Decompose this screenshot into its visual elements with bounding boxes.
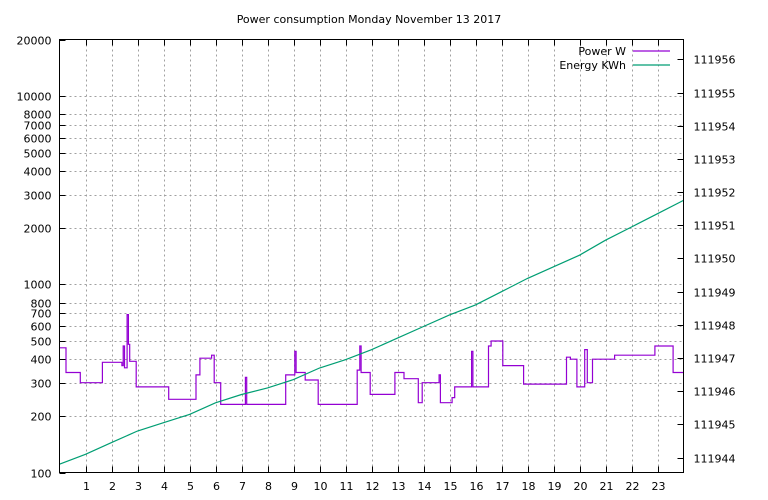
x-tick-label: 21 <box>600 480 614 493</box>
plot-frame <box>59 39 684 473</box>
series-layer <box>59 199 684 465</box>
y-left-tick-label: 300 <box>31 378 52 391</box>
grid-lines <box>59 39 684 473</box>
x-tick-label: 12 <box>366 480 380 493</box>
x-tick-label: 11 <box>340 480 354 493</box>
y-left-tick-label: 2000 <box>24 223 52 236</box>
y-right-tick-label: 111945 <box>694 419 736 432</box>
y-right-tick-label: 111947 <box>694 353 736 366</box>
y-right-tick-label: 111956 <box>694 54 736 67</box>
y-right-tick-label: 111952 <box>694 187 736 200</box>
y-left-tick-label: 8000 <box>24 109 52 122</box>
y-right-tick-label: 111955 <box>694 88 736 101</box>
y-left-tick-label: 800 <box>31 298 52 311</box>
x-tick-label: 8 <box>265 480 272 493</box>
x-tick-label: 1 <box>83 480 90 493</box>
x-tick-label: 20 <box>574 480 588 493</box>
x-tick-label: 6 <box>213 480 220 493</box>
x-tick-label: 15 <box>444 480 458 493</box>
y-right-tick-label: 111954 <box>694 121 736 134</box>
y-left-tick-label: 600 <box>31 321 52 334</box>
x-tick-label: 5 <box>187 480 194 493</box>
y-left-tick-label: 4000 <box>24 166 52 179</box>
axis-ticks: 1 2 3 4 5 6 7 8 9 10 11 12 13 14 15 16 17 18 19 20 21 22 23100… <box>17 35 736 494</box>
x-tick-label: 2 <box>109 480 116 493</box>
legend-label-energy-kwh: Energy KWh <box>559 59 626 72</box>
x-tick-label: 16 <box>470 480 484 493</box>
x-tick-label: 23 <box>652 480 666 493</box>
y-right-tick-label: 111946 <box>694 386 736 399</box>
y-right-tick-label: 111944 <box>694 453 736 466</box>
y-left-tick-label: 100 <box>31 468 52 481</box>
x-tick-label: 4 <box>161 480 168 493</box>
x-tick-label: 18 <box>522 480 536 493</box>
x-tick-label: 17 <box>496 480 510 493</box>
y-right-tick-label: 111951 <box>694 220 736 233</box>
y-right-tick-label: 111948 <box>694 320 736 333</box>
y-right-tick-label: 111953 <box>694 154 736 167</box>
y-left-tick-label: 3000 <box>24 190 52 203</box>
x-tick-label: 3 <box>135 480 142 493</box>
y-left-tick-label: 5000 <box>24 148 52 161</box>
x-tick-label: 22 <box>626 480 640 493</box>
y-left-tick-label: 6000 <box>24 133 52 146</box>
y-left-tick-label: 500 <box>31 336 52 349</box>
x-tick-label: 7 <box>239 480 246 493</box>
y-left-tick-label: 400 <box>31 354 52 367</box>
y-left-tick-label: 700 <box>31 308 52 321</box>
x-tick-label: 19 <box>548 480 562 493</box>
y-left-tick-label: 10000 <box>17 91 52 104</box>
x-tick-label: 13 <box>392 480 406 493</box>
y-right-tick-label: 111949 <box>694 287 736 300</box>
x-tick-label: 10 <box>314 480 328 493</box>
legend-label-power-w: Power W <box>578 45 626 58</box>
y-right-tick-label: 111950 <box>694 253 736 266</box>
chart-title: Power consumption Monday November 13 201… <box>237 13 502 26</box>
y-left-tick-label: 20000 <box>17 35 52 48</box>
y-left-tick-label: 200 <box>31 411 52 424</box>
series-line-power-w <box>59 314 684 405</box>
y-left-tick-label: 1000 <box>24 279 52 292</box>
y-left-tick-label: 7000 <box>24 120 52 133</box>
x-tick-label: 9 <box>291 480 298 493</box>
x-tick-label: 14 <box>418 480 432 493</box>
series-line-energy-kwh <box>59 199 684 465</box>
